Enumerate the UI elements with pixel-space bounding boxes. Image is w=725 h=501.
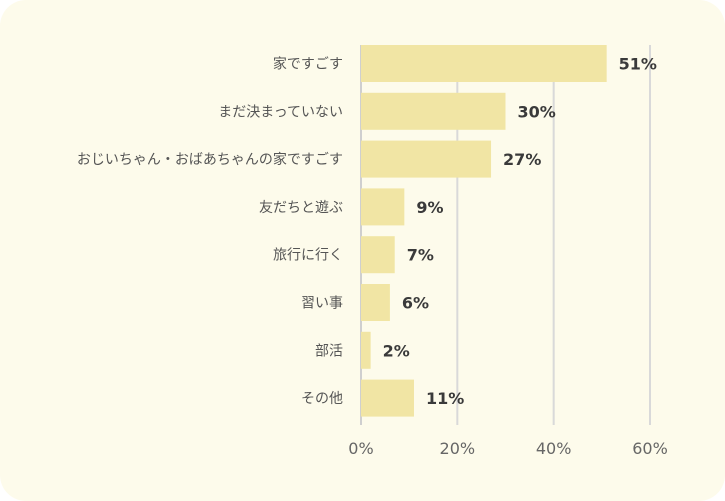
category-label: 習い事 <box>301 296 343 312</box>
category-label: 部活 <box>315 343 343 359</box>
category-label: まだ決まっていない <box>218 104 343 120</box>
category-label: 旅行に行く <box>273 248 343 264</box>
value-label: 27% <box>503 150 541 169</box>
value-label: 2% <box>383 341 410 360</box>
bar <box>361 284 390 321</box>
value-label: 7% <box>407 246 434 265</box>
value-label: 11% <box>426 389 464 408</box>
category-label: おじいちゃん・おばあちゃんの家ですごす <box>77 151 343 168</box>
bar <box>361 236 395 274</box>
bar <box>361 92 506 130</box>
x-tick-label: 60% <box>632 439 668 458</box>
x-tick-label: 0% <box>348 439 373 458</box>
category-labels: 家ですごすまだ決まっていないおじいちゃん・おばあちゃんの家ですごす友だちと遊ぶ旅… <box>77 56 343 408</box>
category-label: 友だちと遊ぶ <box>259 200 343 216</box>
category-label: 家ですごす <box>273 56 343 73</box>
value-label: 51% <box>619 55 657 74</box>
x-tick-label: 40% <box>536 439 572 458</box>
category-label: その他 <box>301 391 343 407</box>
value-label: 30% <box>518 102 556 121</box>
bar <box>361 379 414 417</box>
bar <box>361 188 405 226</box>
value-label: 6% <box>402 294 429 313</box>
value-label: 9% <box>416 198 443 217</box>
bars <box>361 45 607 417</box>
bar <box>361 45 607 82</box>
bar <box>361 331 371 369</box>
bar <box>361 140 492 178</box>
x-tick-label: 20% <box>440 439 476 458</box>
x-tick-labels: 0% 20% 40% 60% <box>348 439 667 458</box>
value-labels: 51% 30% 27% 9% 7% 6% 2% 11% <box>383 55 657 409</box>
